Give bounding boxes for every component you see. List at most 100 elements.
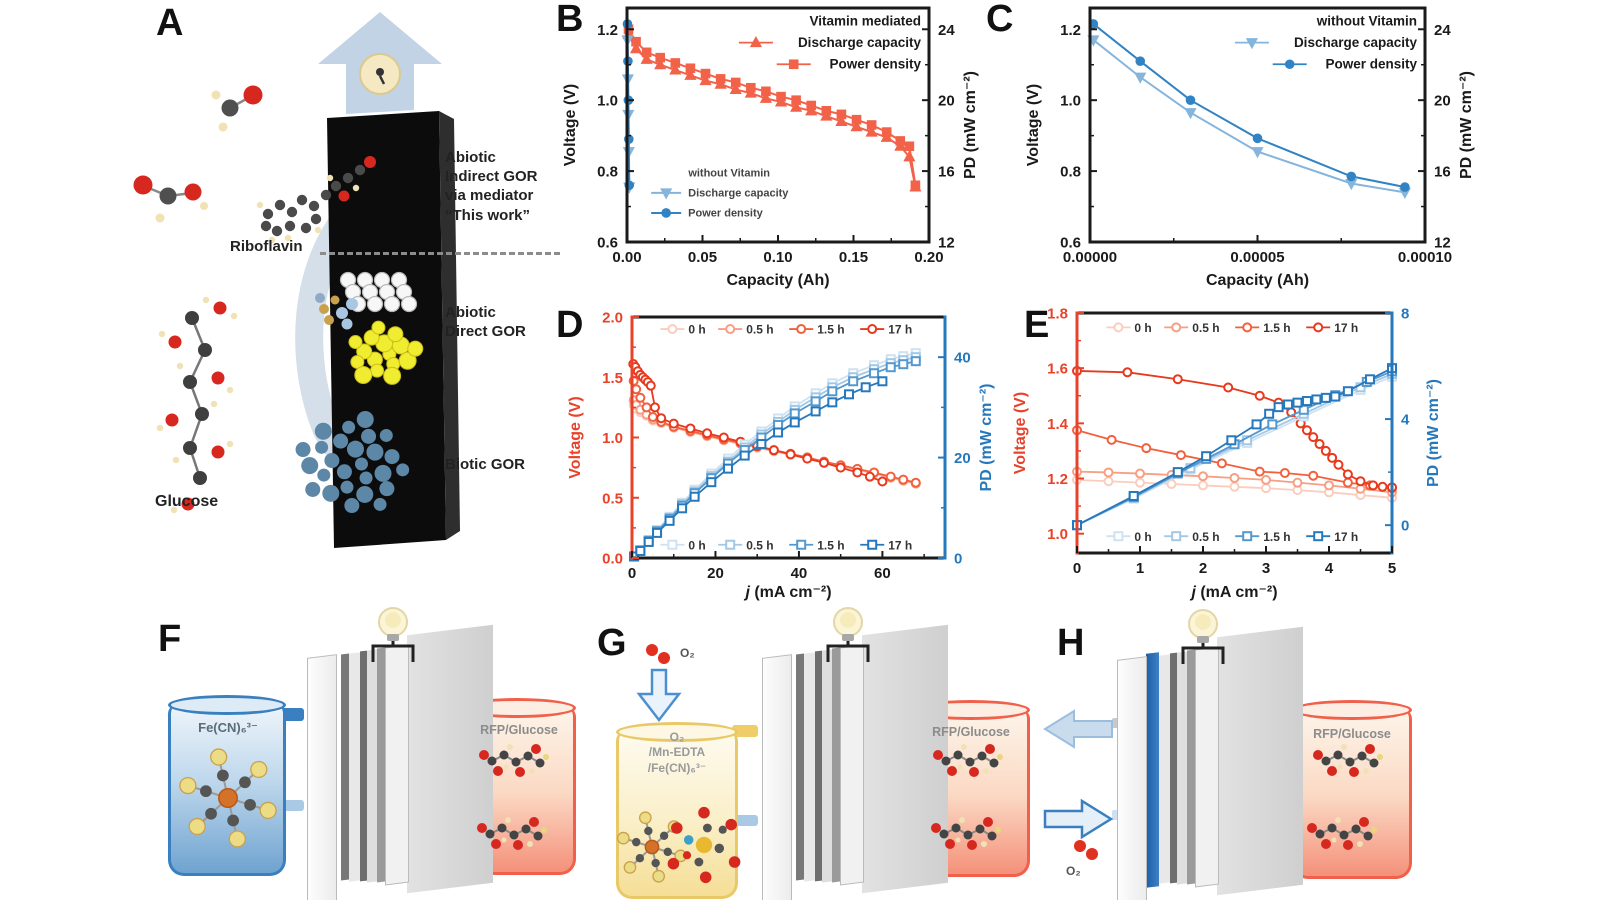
svg-text:1.2: 1.2 <box>597 22 618 39</box>
chart-svg-D: 0 20 40 60 0.0 0.5 1.0 1.5 2.0 0 20 40 j (mA cm⁻²) Vo… <box>567 310 995 602</box>
svg-text:1.2: 1.2 <box>1060 22 1081 39</box>
outlet-arrow <box>1043 709 1113 749</box>
svg-text:0.8: 0.8 <box>597 164 618 181</box>
light-bulb-icon <box>371 607 415 662</box>
svg-text:1.8: 1.8 <box>1047 306 1068 323</box>
panel-a-scheme: Riboflavin Abiotic Indirect GOR via medi… <box>130 0 560 610</box>
svg-text:0.00005: 0.00005 <box>1230 249 1284 266</box>
electrode-slab <box>327 111 446 548</box>
light-bulb-icon <box>826 607 870 662</box>
chart-panel-b: 0.00 0.05 0.10 0.15 0.20 0.6 0.8 1.0 1.2 12 16 20 24… <box>553 2 993 294</box>
anode-port <box>732 725 758 737</box>
svg-text:40: 40 <box>791 565 808 582</box>
label-anolyte-mix: O₂ /Mn-EDTA /Fe(CN)₆³⁻ <box>647 730 707 775</box>
svg-text:0 h: 0 h <box>1134 530 1151 544</box>
label-rfp-glucose: RFP/Glucose <box>1313 727 1391 741</box>
anolyte-beaker <box>168 704 286 876</box>
panel-letter-e: E <box>1024 304 1050 346</box>
svg-text:20: 20 <box>1434 93 1451 110</box>
panel-letter-f: F <box>158 618 182 660</box>
panel-h-molecules <box>1307 744 1383 850</box>
svg-text:4: 4 <box>1401 412 1410 429</box>
o2-molecules-icon <box>646 644 670 664</box>
anolyte-beaker <box>616 731 738 899</box>
svg-text:0.5: 0.5 <box>602 490 623 507</box>
svg-text:Discharge capacity: Discharge capacity <box>688 188 789 200</box>
svg-text:5: 5 <box>1388 560 1396 577</box>
svg-text:1.0: 1.0 <box>1047 526 1068 543</box>
svg-text:4: 4 <box>1325 560 1334 577</box>
panel-f-molecules <box>179 744 549 850</box>
panel-letter-a: A <box>156 2 184 44</box>
svg-text:17 h: 17 h <box>1334 530 1358 544</box>
svg-text:1.0: 1.0 <box>597 93 618 110</box>
o2-inlet-arrow <box>636 668 682 723</box>
chart-panel-e: 0 1 2 3 4 5 1.0 1.2 1.4 1.6 1.8 0 4 8 j (mA cm⁻²) Volta… <box>1012 296 1485 606</box>
svg-text:17 h: 17 h <box>1334 321 1358 335</box>
chart-svg-C: 0.00000 0.00005 0.00010 0.6 0.8 1.0 1.2 12 16 20 2… <box>1025 6 1475 289</box>
svg-text:1.0: 1.0 <box>1060 93 1081 110</box>
svg-text:20: 20 <box>707 565 724 582</box>
chart-svg-B: 0.00 0.05 0.10 0.15 0.20 0.6 0.8 1.0 1.2 12 16 20 24… <box>562 6 979 289</box>
svg-text:Voltage (V): Voltage (V) <box>562 84 579 166</box>
svg-text:20: 20 <box>954 450 971 467</box>
svg-text:1: 1 <box>1136 560 1144 577</box>
svg-text:0.20: 0.20 <box>914 249 943 266</box>
svg-text:0.5 h: 0.5 h <box>746 538 773 552</box>
svg-text:Power density: Power density <box>688 208 763 220</box>
fuel-cell-stack <box>760 607 960 900</box>
svg-text:without Vitamin: without Vitamin <box>687 167 770 179</box>
svg-text:20: 20 <box>938 93 955 110</box>
beaker-rim <box>616 722 738 742</box>
o2-molecules-icon <box>1074 840 1098 860</box>
svg-text:0.00000: 0.00000 <box>1063 249 1117 266</box>
o2-inlet-arrow <box>1043 798 1114 840</box>
catholyte-beaker <box>1292 709 1412 879</box>
label-abiotic-direct-gor: Abiotic Direct GOR <box>445 304 526 341</box>
svg-text:0: 0 <box>954 551 962 568</box>
svg-text:2.0: 2.0 <box>602 310 623 327</box>
label-glucose: Glucose <box>155 493 219 510</box>
svg-text:2: 2 <box>1199 560 1207 577</box>
svg-text:0.6: 0.6 <box>597 235 618 252</box>
svg-text:without Vitamin: without Vitamin <box>1316 14 1417 29</box>
svg-text:0.10: 0.10 <box>763 249 792 266</box>
svg-text:0: 0 <box>628 565 636 582</box>
svg-text:12: 12 <box>1434 235 1451 252</box>
svg-text:0.0: 0.0 <box>602 551 623 568</box>
svg-text:Voltage (V): Voltage (V) <box>567 396 584 478</box>
svg-text:12: 12 <box>938 235 955 252</box>
svg-text:1.6: 1.6 <box>1047 361 1068 378</box>
svg-text:Capacity (Ah): Capacity (Ah) <box>1206 272 1309 289</box>
svg-text:0: 0 <box>1401 518 1409 535</box>
panel-letter-c: C <box>986 0 1014 40</box>
svg-text:j (mA cm⁻²): j (mA cm⁻²) <box>1189 584 1277 601</box>
svg-text:8: 8 <box>1401 306 1409 323</box>
svg-text:24: 24 <box>938 22 955 39</box>
svg-text:60: 60 <box>874 565 891 582</box>
svg-text:0.15: 0.15 <box>839 249 868 266</box>
svg-text:1.5 h: 1.5 h <box>817 538 844 552</box>
anode-port-lower <box>732 815 758 826</box>
svg-text:Voltage (V): Voltage (V) <box>1012 392 1029 474</box>
panel-f-cell-diagram: Fe(CN)₆³⁻ RFP/Glucose <box>140 600 600 900</box>
svg-text:0.5 h: 0.5 h <box>746 323 773 337</box>
panel-g-molecules <box>616 744 1003 884</box>
svg-text:0 h: 0 h <box>688 538 705 552</box>
label-abiotic-indirect-gor: Abiotic Indirect GOR via mediator “This … <box>445 149 538 224</box>
panel-letter-d: D <box>556 304 584 346</box>
svg-text:17 h: 17 h <box>888 538 912 552</box>
panel-a-art <box>133 12 460 548</box>
svg-text:0.05: 0.05 <box>688 249 717 266</box>
svg-text:Vitamin mediated: Vitamin mediated <box>809 14 921 29</box>
label-o2: O₂ <box>1066 864 1081 878</box>
beaker-rim <box>168 695 286 715</box>
svg-text:16: 16 <box>938 164 955 181</box>
label-rfp-glucose: RFP/Glucose <box>480 723 558 737</box>
svg-text:1.5 h: 1.5 h <box>817 323 844 337</box>
svg-text:Capacity (Ah): Capacity (Ah) <box>726 272 829 289</box>
chart-panel-d: 0 20 40 60 0.0 0.5 1.0 1.5 2.0 0 20 40 j (mA cm⁻²) Vo… <box>548 296 1028 606</box>
svg-text:0 h: 0 h <box>1134 321 1151 335</box>
label-ferricyanide: Fe(CN)₆³⁻ <box>198 720 258 735</box>
fuel-cell-stack <box>305 607 505 900</box>
